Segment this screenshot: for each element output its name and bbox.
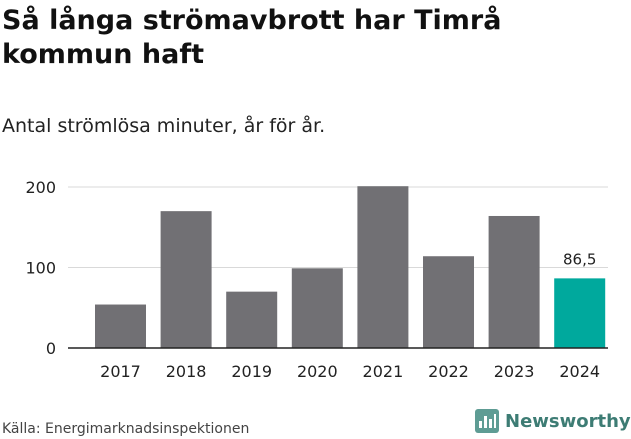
y-tick-label: 100	[25, 259, 56, 278]
bar	[357, 186, 409, 348]
y-tick-label: 0	[46, 339, 56, 358]
x-tick-label: 2019	[231, 362, 272, 381]
chart-subtitle: Antal strömlösa minuter, år för år.	[2, 115, 326, 137]
bar	[95, 304, 146, 348]
x-tick-label: 2017	[100, 362, 141, 381]
bar	[554, 278, 606, 348]
brand-name: Newsworthy	[505, 410, 631, 432]
bar	[160, 211, 212, 348]
x-tick-label: 2021	[363, 362, 404, 381]
source-note: Källa: Energimarknadsinspektionen	[2, 421, 250, 437]
x-tick-label: 2024	[559, 362, 600, 381]
bar	[488, 215, 540, 348]
chart-title: Så långa strömavbrott har Timrå kommun h…	[2, 5, 502, 70]
x-tick-label: 2018	[166, 362, 207, 381]
bar-chart: 0 100 200 2017 2018 2019 2020 2021 2022 2023 2024 8…	[25, 178, 608, 381]
x-tick-label: 2020	[297, 362, 338, 381]
x-tick-label: 2022	[428, 362, 469, 381]
bar	[291, 268, 343, 348]
bar	[423, 256, 475, 348]
y-tick-label: 200	[25, 178, 56, 197]
newsworthy-logo-icon	[475, 409, 499, 433]
data-label: 86,5	[563, 250, 596, 268]
bar	[226, 291, 278, 348]
x-tick-label: 2023	[494, 362, 535, 381]
brand-logo: Newsworthy	[475, 409, 631, 433]
